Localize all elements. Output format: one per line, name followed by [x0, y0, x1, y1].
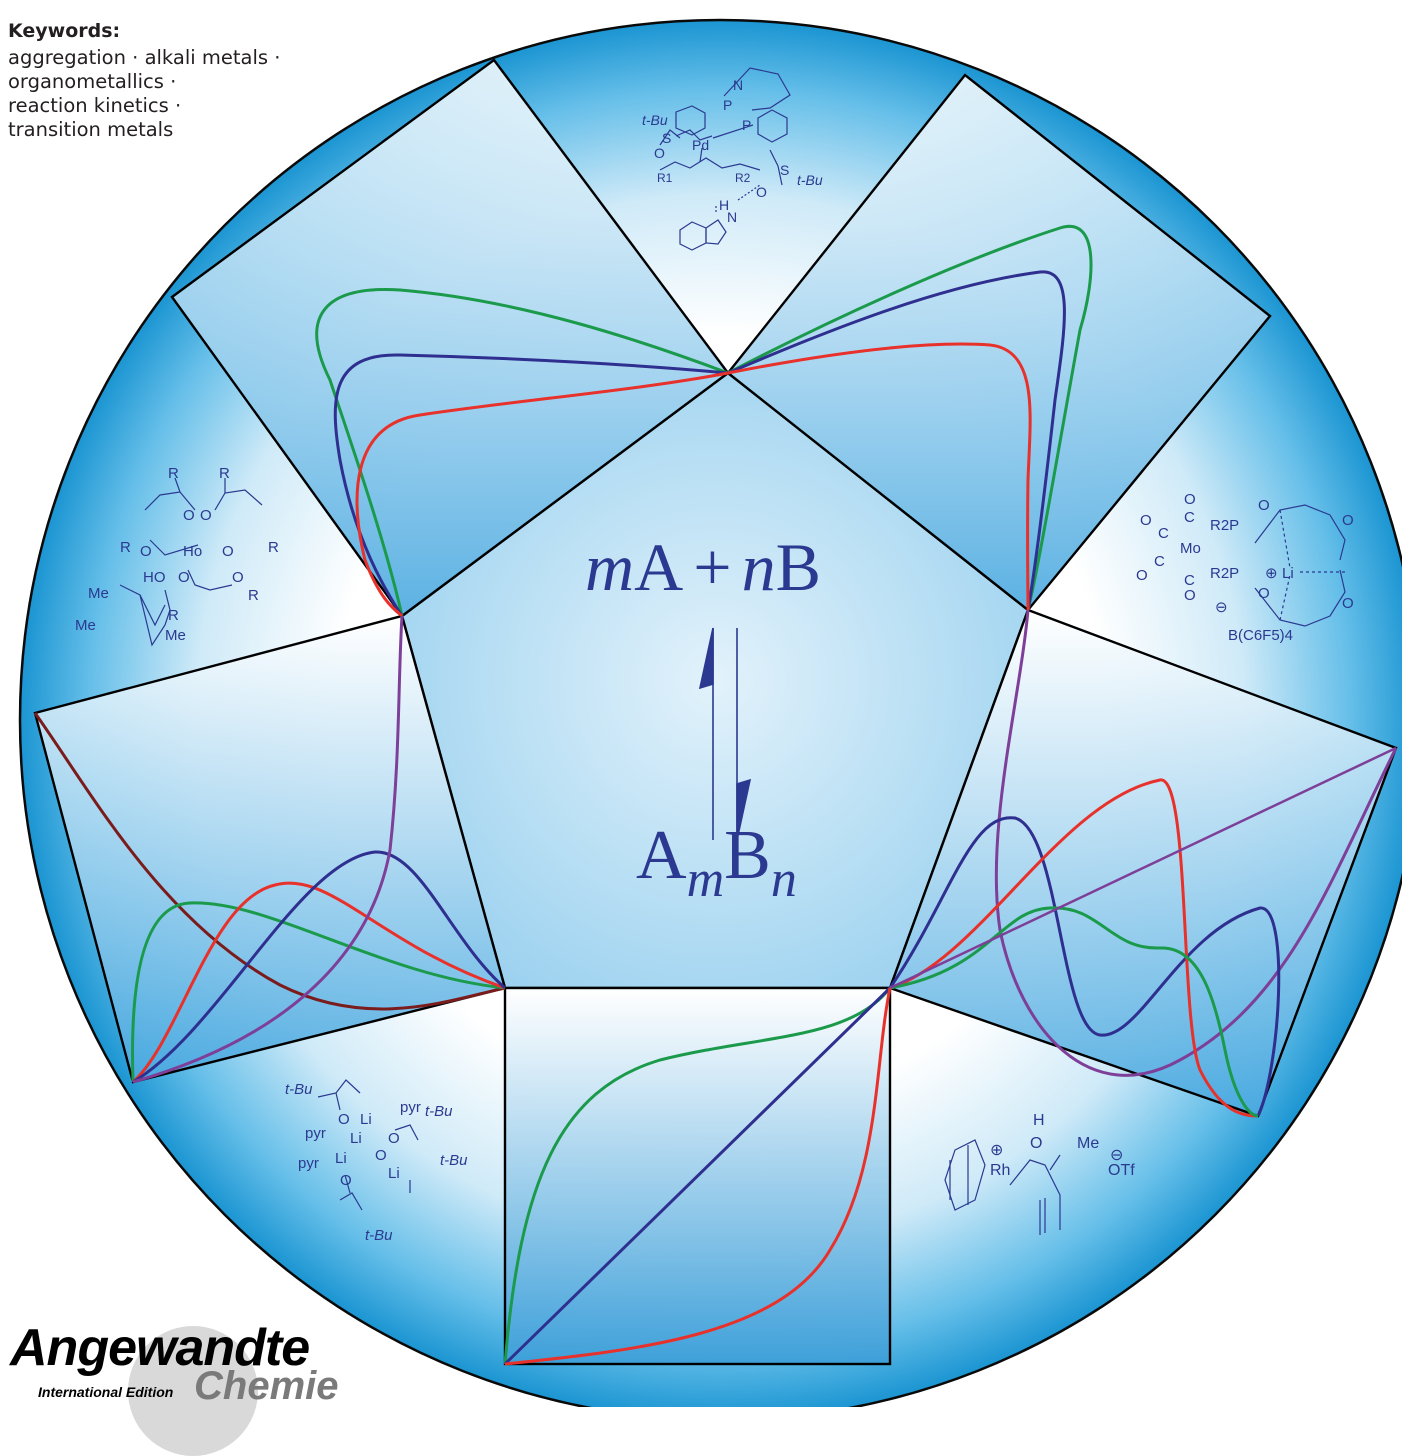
ho-label-o3: O	[140, 543, 152, 560]
rh-label-o: O	[1030, 1135, 1042, 1152]
mo-label-c2: C	[1158, 525, 1169, 542]
keyword-line: reaction kinetics ·	[8, 94, 280, 118]
ho-label-r1: R	[168, 465, 179, 482]
ho-label-hoh: HO	[143, 569, 166, 586]
li-label-o1: O	[338, 1111, 350, 1128]
pd-label-tbu1: t-Bu	[642, 112, 668, 128]
eq-A: A	[634, 529, 683, 605]
pd-label-pd: Pd	[692, 137, 709, 153]
pd-label-p2: P	[723, 97, 732, 113]
ho-label-o2: O	[200, 507, 212, 524]
eq2-A: A	[636, 817, 687, 894]
li-label-o4: O	[340, 1172, 352, 1189]
li-label-tbu1: t-Bu	[285, 1081, 313, 1098]
pd-label-s2: S	[780, 162, 789, 178]
rh-label-plus: ⊕	[990, 1142, 1003, 1159]
ho-label-r4: R	[268, 539, 279, 556]
mo-label-mo: Mo	[1180, 540, 1201, 557]
journal-logo: Angewandte International Edition Chemie	[10, 1318, 310, 1407]
li-label-pyr2: pyr	[305, 1125, 326, 1142]
eq2-m: m	[687, 851, 725, 908]
li-label-o2: O	[388, 1130, 400, 1147]
li-label-li4: Li	[388, 1165, 400, 1182]
rh-label-h: H	[1033, 1112, 1045, 1129]
mo-label-o5: O	[1258, 497, 1270, 514]
cover-artwork: mA + nB AmBn t-Bu S O Pd P P N R1	[0, 0, 1402, 1407]
mo-label-o4: O	[1184, 587, 1196, 604]
svg-text:mA+nB: mA + nB	[585, 529, 821, 605]
li-label-pyr1: pyr	[400, 1099, 421, 1116]
logo-chemie-text: Chemie	[194, 1364, 339, 1409]
ho-label-me2: Me	[75, 617, 96, 634]
mo-label-o2: O	[1140, 512, 1152, 529]
pd-label-s1: S	[662, 130, 671, 146]
li-label-pyr3: pyr	[298, 1155, 319, 1172]
mo-label-minus: ⊖	[1215, 599, 1228, 616]
keywords-heading: Keywords:	[8, 20, 280, 42]
ho-label-me3: Me	[165, 627, 186, 644]
pd-label-r1: R1	[657, 171, 673, 185]
eq2-B: B	[724, 817, 771, 894]
pd-label-o1: O	[654, 145, 665, 161]
mo-label-o3: O	[1136, 567, 1148, 584]
mo-label-o8: O	[1342, 595, 1354, 612]
ho-label-o5: O	[178, 569, 190, 586]
mo-label-li: Li	[1282, 565, 1294, 582]
eq-B: B	[776, 529, 821, 605]
eq-plus: +	[693, 529, 731, 605]
ho-label-o1: O	[183, 507, 195, 524]
li-label-li2: Li	[350, 1130, 362, 1147]
eq-n: n	[742, 529, 776, 605]
mo-label-borate: B(C6F5)4	[1228, 627, 1293, 644]
ho-label-ho: Ho	[183, 543, 202, 560]
pd-label-r2: R2	[735, 171, 751, 185]
keywords-block: Keywords: aggregation · alkali metals · …	[8, 20, 280, 142]
pd-label-o2: O	[756, 184, 767, 200]
li-label-tbu3: t-Bu	[440, 1152, 468, 1169]
eq2-n: n	[771, 851, 797, 908]
rh-label-rh: Rh	[990, 1162, 1010, 1179]
rh-label-me: Me	[1077, 1135, 1099, 1152]
logo-sub-text: International Edition	[38, 1384, 173, 1400]
mo-label-r2p1: R2P	[1210, 517, 1239, 534]
mo-label-o7: O	[1342, 512, 1354, 529]
mo-label-c3: C	[1154, 553, 1165, 570]
ho-label-o4: O	[222, 543, 234, 560]
keyword-line: transition metals	[8, 118, 280, 142]
pd-label-p1: P	[742, 117, 751, 133]
mo-label-o6: O	[1258, 585, 1270, 602]
mo-label-o1: O	[1184, 491, 1196, 508]
mo-label-plus: ⊕	[1265, 565, 1278, 582]
ho-label-r5: R	[248, 587, 259, 604]
eq-m: m	[585, 529, 634, 605]
ho-label-r6: R	[168, 607, 179, 624]
pd-label-tbu2: t-Bu	[797, 172, 823, 188]
ho-label-me1: Me	[88, 585, 109, 602]
keyword-line: aggregation · alkali metals ·	[8, 46, 280, 70]
li-label-tbu4: t-Bu	[365, 1227, 393, 1244]
pd-label-n2: N	[727, 209, 737, 225]
li-label-li1: Li	[360, 1111, 372, 1128]
pd-label-n1: N	[733, 77, 743, 93]
keyword-line: organometallics ·	[8, 70, 280, 94]
ho-label-r3: R	[120, 539, 131, 556]
rh-label-otf: OTf	[1108, 1162, 1135, 1179]
li-label-tbu2: t-Bu	[425, 1103, 453, 1120]
ho-label-r2: R	[219, 465, 230, 482]
mo-label-r2p2: R2P	[1210, 565, 1239, 582]
li-label-li3: Li	[335, 1150, 347, 1167]
ho-label-o6: O	[232, 569, 244, 586]
mo-label-c1: C	[1184, 509, 1195, 526]
li-label-o3: O	[375, 1147, 387, 1164]
